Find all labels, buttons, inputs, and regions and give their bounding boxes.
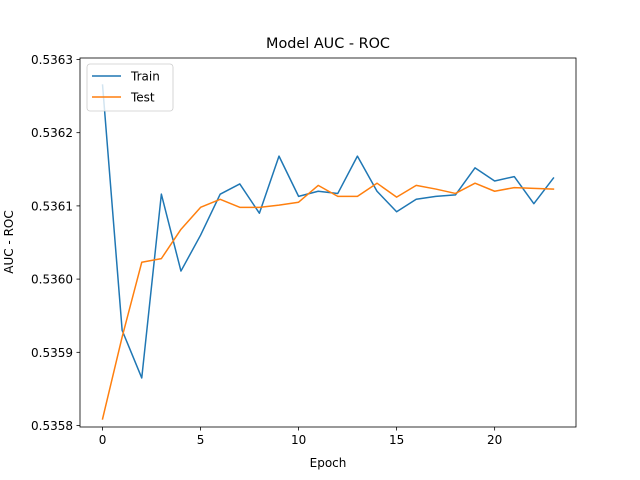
y-tick-label: 0.5358 — [31, 419, 73, 433]
x-axis-label: Epoch — [310, 456, 347, 470]
y-tick-label: 0.5360 — [31, 273, 73, 287]
y-tick-label: 0.5363 — [31, 53, 73, 67]
x-tick-label: 20 — [487, 433, 502, 447]
legend-box — [86, 63, 174, 112]
legend-label-0: Train — [130, 70, 160, 84]
x-tick-label: 0 — [99, 433, 107, 447]
plot-area: 0 5 10 15 20 0.5358 0.5359 0.5360 0.5361 0.5362 0.… — [31, 53, 577, 447]
y-tick-label: 0.5362 — [31, 126, 73, 140]
y-tick-label: 0.5359 — [31, 346, 73, 360]
series-line-0 — [101, 84, 555, 379]
legend: Train Test — [86, 63, 174, 112]
x-tick-label: 15 — [389, 433, 404, 447]
series-line-1 — [101, 182, 555, 420]
legend-label-1: Test — [130, 91, 155, 105]
chart-title: Model AUC - ROC — [266, 36, 390, 52]
y-axis-label: AUC - ROC — [2, 210, 16, 274]
y-tick-label: 0.5361 — [31, 199, 73, 213]
x-tick-label: 10 — [291, 433, 306, 447]
x-tick-label: 5 — [197, 433, 205, 447]
plot-frame — [79, 57, 577, 428]
